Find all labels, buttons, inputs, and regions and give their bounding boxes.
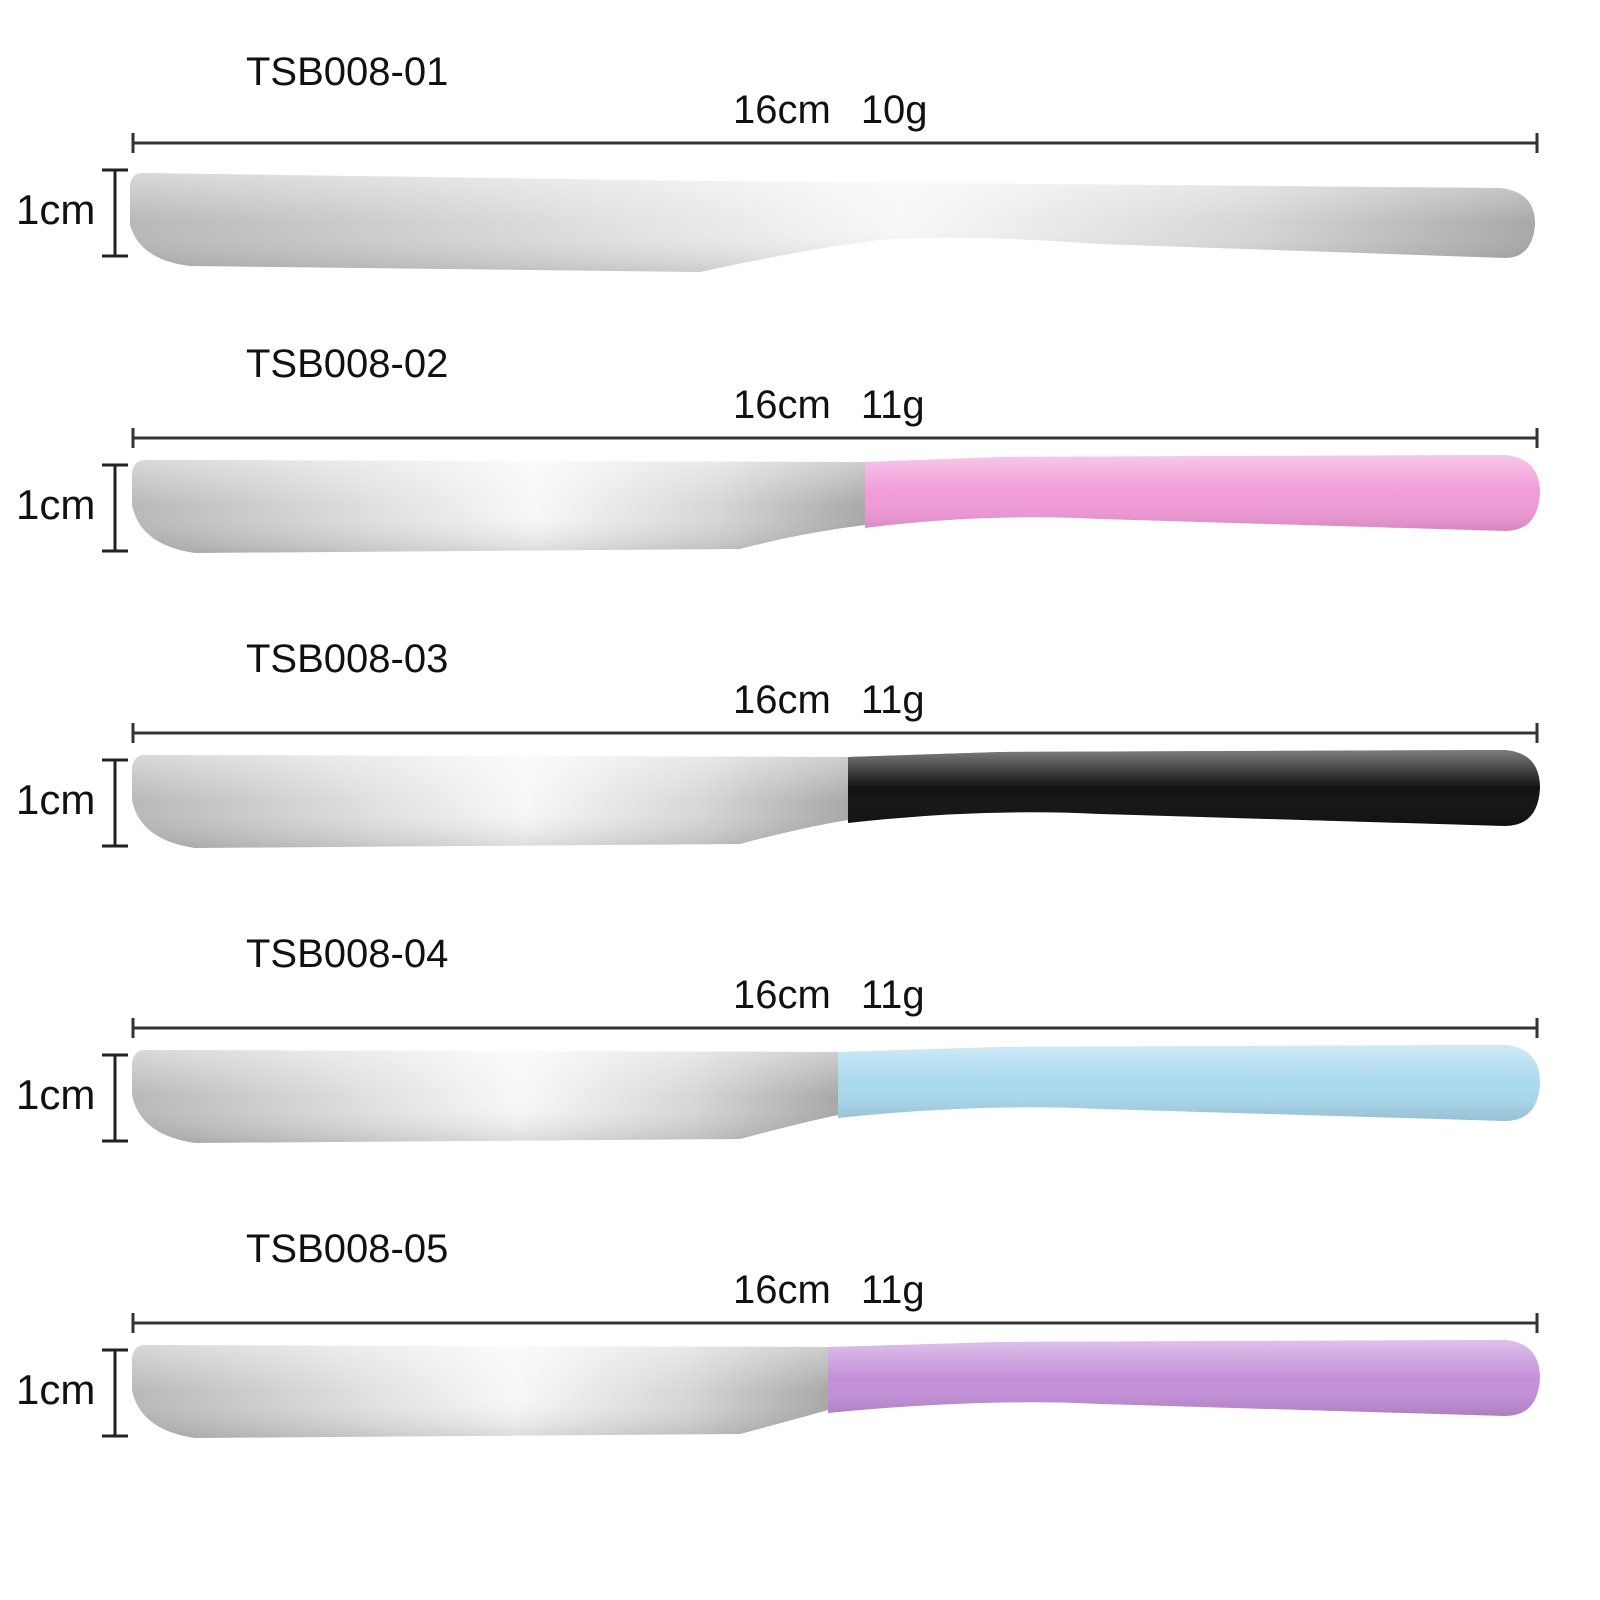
model-label: TSB008-04: [246, 932, 449, 976]
dimension-label: 16cm 11g: [733, 975, 925, 1015]
width-label: 1cm: [16, 186, 96, 233]
dimension-label: 16cm 10g: [733, 90, 928, 130]
width-dimension-bracket: [102, 1053, 128, 1143]
dimension-label: 16cm 11g: [733, 1270, 925, 1310]
length-value: 16cm: [733, 678, 831, 722]
handle-sheen: [848, 750, 1540, 826]
weight-value: 11g: [860, 383, 925, 427]
handle-sheen: [838, 1045, 1540, 1121]
dimension-label: 16cm 11g: [733, 385, 925, 425]
model-label: TSB008-02: [246, 342, 449, 386]
weight-value: 11g: [860, 973, 925, 1017]
dimension-label: 16cm 11g: [733, 680, 925, 720]
weight-value: 11g: [860, 678, 925, 722]
model-label: TSB008-01: [246, 50, 449, 94]
length-value: 16cm: [733, 88, 831, 132]
width-label: 1cm: [16, 481, 96, 528]
width-dimension-bracket: [102, 1348, 128, 1438]
width-label: 1cm: [16, 1071, 96, 1118]
weight-value: 11g: [860, 1268, 925, 1312]
knife-sheen: [132, 1345, 828, 1438]
handle-sheen: [865, 455, 1540, 531]
model-label: TSB008-03: [246, 637, 449, 681]
length-value: 16cm: [733, 973, 831, 1017]
width-label: 1cm: [16, 776, 96, 823]
length-value: 16cm: [733, 383, 831, 427]
knife-sheen: [132, 460, 865, 553]
knife-sheen: [132, 1050, 838, 1143]
length-value: 16cm: [733, 1268, 831, 1312]
weight-value: 10g: [860, 88, 928, 132]
handle-sheen: [828, 1340, 1540, 1416]
knife-sheen: [130, 173, 1536, 272]
width-dimension-bracket: [102, 758, 128, 848]
model-label: TSB008-05: [246, 1227, 449, 1271]
width-label: 1cm: [16, 1366, 96, 1413]
knife-sheen: [132, 755, 848, 848]
width-dimension-bracket: [102, 168, 128, 258]
width-dimension-bracket: [102, 463, 128, 553]
